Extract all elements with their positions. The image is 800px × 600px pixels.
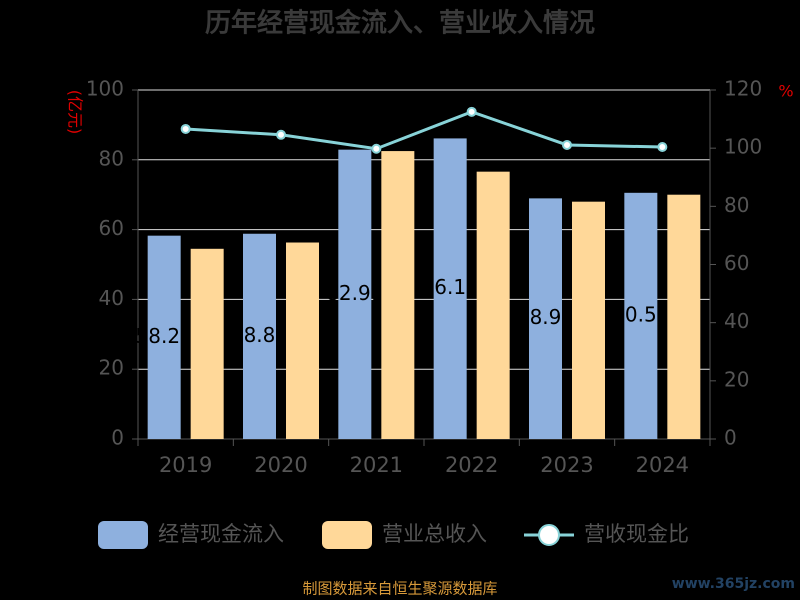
line-point xyxy=(562,139,572,150)
legend-swatch xyxy=(322,521,372,549)
x-tick-label: 2022 xyxy=(445,453,498,477)
data-label: 58.26 xyxy=(136,324,193,348)
chart-title: 历年经营现金流入、营业收入情况 xyxy=(205,8,595,39)
data-label: 58.81 xyxy=(231,323,288,347)
legend-swatch xyxy=(538,524,560,546)
legend-label: 经营现金流入 xyxy=(158,522,284,546)
y-tick-label: 20 xyxy=(99,356,124,380)
line-point xyxy=(276,129,286,140)
y-tick-label: 100 xyxy=(86,77,124,101)
line xyxy=(185,110,663,151)
data-label: 68.95 xyxy=(517,305,574,329)
bar xyxy=(243,233,276,439)
data-label: 70.54 xyxy=(612,302,669,326)
line-point xyxy=(180,123,191,134)
y2-tick-label: 20 xyxy=(724,367,749,391)
bar xyxy=(190,248,224,439)
data-label: 82.91 xyxy=(326,281,383,305)
x-tick-label: 2023 xyxy=(540,453,593,477)
bar xyxy=(667,194,701,439)
legend-swatch xyxy=(98,521,148,549)
legend-label: 营业总收入 xyxy=(382,522,487,546)
bar xyxy=(624,192,658,439)
bar xyxy=(476,171,510,439)
x-tick-label: 2024 xyxy=(636,453,689,477)
bar xyxy=(147,235,181,439)
y-tick-label: 80 xyxy=(99,146,124,170)
source-note: 制图数据来自恒生聚源数据库 xyxy=(302,580,497,598)
bar xyxy=(433,138,467,439)
line-point xyxy=(371,143,382,154)
bar xyxy=(572,201,605,439)
y2-tick-label: 80 xyxy=(724,193,749,217)
x-tick-label: 2020 xyxy=(254,453,307,477)
y2-tick-label: 40 xyxy=(724,309,749,333)
line-point xyxy=(657,142,668,153)
y2-tick-label: 120 xyxy=(724,77,762,101)
x-tick-label: 2019 xyxy=(159,453,212,477)
legend-label: 营收现金比 xyxy=(584,522,689,546)
y2-tick-label: 0 xyxy=(724,426,737,450)
bar xyxy=(286,242,319,439)
y-axis-label: (亿元) xyxy=(66,90,85,135)
bar xyxy=(529,198,562,439)
bar xyxy=(338,149,372,439)
y2-tick-label: 60 xyxy=(724,251,749,275)
y2-tick-label: 100 xyxy=(724,135,762,159)
watermark: www.365jz.com xyxy=(672,576,795,592)
x-tick-label: 2021 xyxy=(350,453,403,477)
data-label: 86.13 xyxy=(422,275,479,299)
bar xyxy=(381,151,415,439)
line-point xyxy=(466,106,477,117)
y2-axis-label: % xyxy=(778,82,793,101)
y-tick-label: 0 xyxy=(111,426,124,450)
y-tick-label: 40 xyxy=(99,286,124,310)
y-tick-label: 60 xyxy=(99,216,124,240)
